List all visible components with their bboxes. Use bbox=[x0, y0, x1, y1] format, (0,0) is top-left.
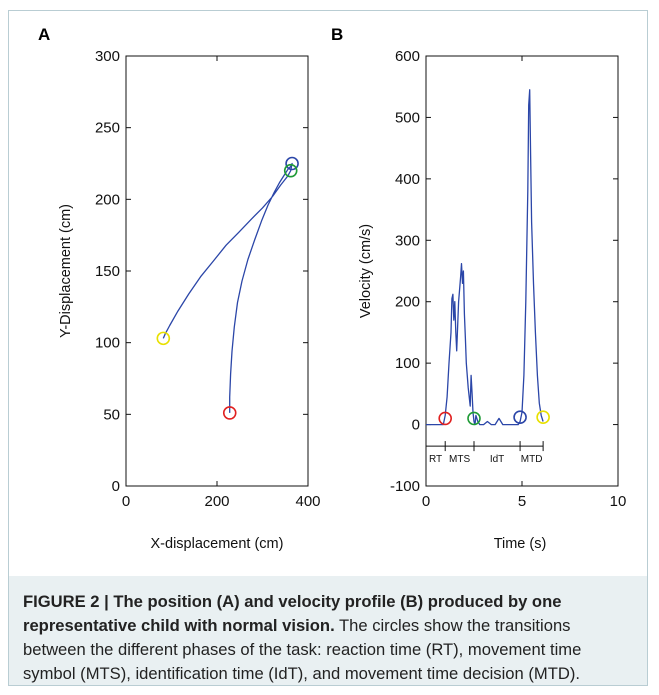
caption-body: The circles show the transitions between… bbox=[23, 616, 582, 683]
y-tick-label: 100 bbox=[95, 335, 120, 352]
y-tick-label: 300 bbox=[395, 232, 420, 249]
panel-a-x-axis-label: X-displacement (cm) bbox=[151, 536, 284, 552]
panel-a: A 0 200 400 0 50 100 150 200 250 300 X-displaceme… bbox=[38, 25, 321, 552]
y-tick-label: 0 bbox=[412, 417, 420, 434]
panel-b-x-axis-label: Time (s) bbox=[494, 536, 547, 552]
panel-a-lines bbox=[162, 162, 293, 413]
panel-b-markers bbox=[438, 410, 550, 426]
panel-b-phase-bar: RT MTS IdT MTD bbox=[425, 441, 544, 465]
y-tick-label: 400 bbox=[395, 171, 420, 188]
y-tick-label: -100 bbox=[390, 478, 420, 495]
figure-caption: FIGURE 2 | The position (A) and velocity… bbox=[23, 590, 633, 686]
x-tick-label: 0 bbox=[122, 493, 130, 510]
x-tick-label: 200 bbox=[204, 493, 229, 510]
transition-marker bbox=[285, 156, 299, 171]
y-tick-label: 100 bbox=[395, 355, 420, 372]
x-tick-label: 5 bbox=[518, 493, 526, 510]
y-tick-label: 600 bbox=[395, 48, 420, 65]
y-tick-label: 300 bbox=[95, 48, 120, 65]
y-tick-label: 150 bbox=[95, 263, 120, 280]
panel-b-lines bbox=[426, 89, 544, 426]
phase-label: MTS bbox=[449, 454, 470, 465]
transition-marker bbox=[467, 411, 481, 426]
y-tick-label: 50 bbox=[103, 406, 120, 423]
phase-label: MTD bbox=[521, 454, 543, 465]
panel-a-y-axis-label: Y-Displacement (cm) bbox=[58, 204, 74, 338]
caption-box: FIGURE 2 | The position (A) and velocity… bbox=[8, 576, 648, 686]
panel-a-label: A bbox=[38, 25, 50, 44]
y-tick-label: 200 bbox=[395, 294, 420, 311]
y-tick-label: 0 bbox=[112, 478, 120, 495]
transition-marker bbox=[438, 411, 453, 426]
x-tick-label: 400 bbox=[295, 493, 320, 510]
panel-a-plot-area bbox=[125, 55, 309, 487]
x-tick-label: 0 bbox=[422, 493, 430, 510]
transition-marker bbox=[222, 406, 237, 420]
panel-b-plot-area bbox=[425, 55, 619, 487]
transition-marker bbox=[536, 410, 550, 425]
panel-b-y-axis-label: Velocity (cm/s) bbox=[358, 224, 374, 318]
y-tick-label: 500 bbox=[395, 109, 420, 126]
series-line bbox=[162, 162, 293, 413]
panel-a-markers bbox=[156, 156, 299, 420]
phase-label: IdT bbox=[490, 454, 504, 465]
phase-label: RT bbox=[429, 454, 442, 465]
x-tick-label: 10 bbox=[610, 493, 627, 510]
panel-a-ticks: 0 200 400 0 50 100 150 200 250 300 bbox=[95, 48, 321, 510]
caption-title: FIGURE 2 | The position (A) and velocity… bbox=[23, 592, 562, 635]
series-line bbox=[426, 89, 544, 426]
transition-marker bbox=[283, 163, 298, 178]
transition-marker bbox=[513, 410, 527, 425]
transition-marker bbox=[156, 331, 171, 346]
y-tick-label: 250 bbox=[95, 120, 120, 137]
panel-b-label: B bbox=[331, 25, 343, 44]
y-tick-label: 200 bbox=[95, 191, 120, 208]
